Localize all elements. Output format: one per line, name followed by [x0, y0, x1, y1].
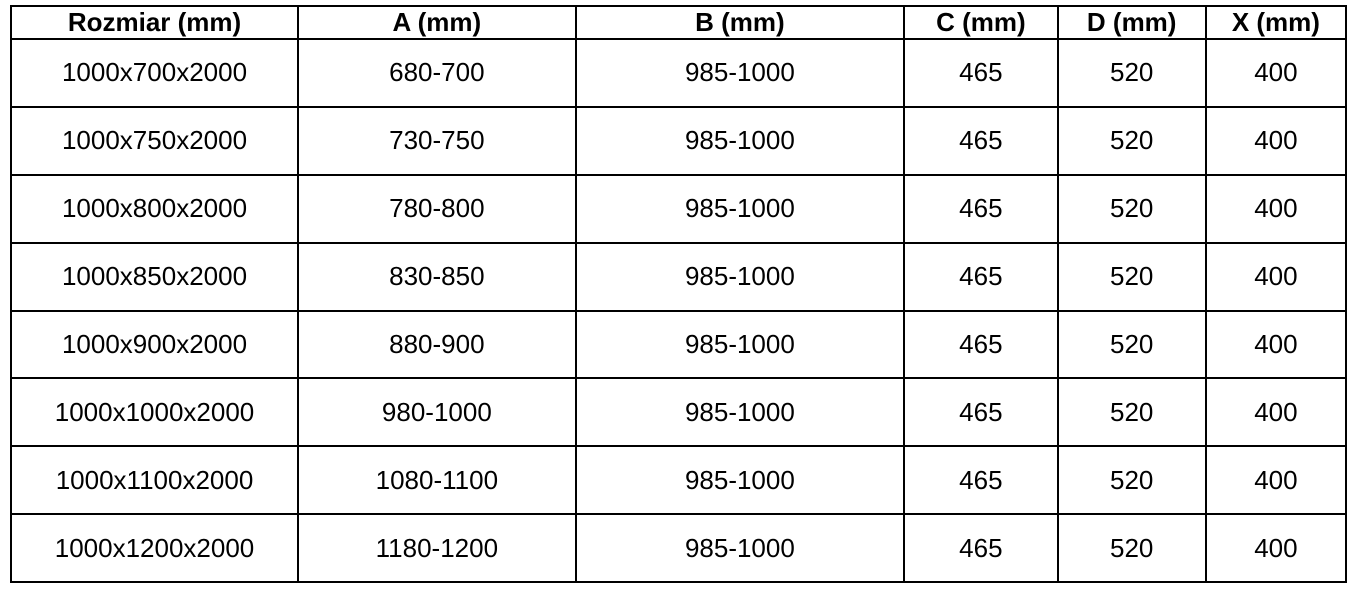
table-cell-b: 985-1000	[574, 445, 906, 516]
column-header-c: C (mm)	[903, 5, 1059, 40]
table-cell-rozmiar: 1000x1200x2000	[9, 513, 300, 583]
table-cell-b: 985-1000	[574, 173, 906, 244]
table-cell-x: 400	[1204, 377, 1348, 448]
table-cell-rozmiar: 1000x800x2000	[9, 173, 300, 244]
table-row: 1000x700x2000 680-700 985-1000 465 520 4…	[9, 38, 1348, 108]
table-row: 1000x850x2000 830-850 985-1000 465 520 4…	[9, 241, 1348, 312]
column-header-rozmiar: Rozmiar (mm)	[9, 5, 300, 40]
table-cell-c: 465	[903, 309, 1059, 380]
table-cell-x: 400	[1204, 241, 1348, 312]
column-header-d: D (mm)	[1056, 5, 1207, 40]
table-cell-a: 980-1000	[297, 377, 577, 448]
size-spec-table-container: Rozmiar (mm) A (mm) B (mm) C (mm) D (mm)…	[9, 5, 1348, 583]
table-cell-c: 465	[903, 173, 1059, 244]
table-cell-x: 400	[1204, 38, 1348, 108]
table-cell-d: 520	[1056, 173, 1207, 244]
table-cell-x: 400	[1204, 173, 1348, 244]
table-row: 1000x750x2000 730-750 985-1000 465 520 4…	[9, 105, 1348, 176]
table-cell-a: 730-750	[297, 105, 577, 176]
table-row: 1000x1200x2000 1180-1200 985-1000 465 52…	[9, 513, 1348, 583]
table-cell-c: 465	[903, 445, 1059, 516]
table-cell-d: 520	[1056, 309, 1207, 380]
table-cell-d: 520	[1056, 241, 1207, 312]
table-cell-x: 400	[1204, 105, 1348, 176]
table-cell-b: 985-1000	[574, 38, 906, 108]
table-cell-rozmiar: 1000x1100x2000	[9, 445, 300, 516]
table-cell-x: 400	[1204, 445, 1348, 516]
column-header-x: X (mm)	[1204, 5, 1348, 40]
table-cell-rozmiar: 1000x1000x2000	[9, 377, 300, 448]
column-header-b: B (mm)	[574, 5, 906, 40]
table-cell-rozmiar: 1000x900x2000	[9, 309, 300, 380]
table-cell-a: 1180-1200	[297, 513, 577, 583]
table-cell-b: 985-1000	[574, 309, 906, 380]
table-cell-d: 520	[1056, 105, 1207, 176]
table-cell-x: 400	[1204, 513, 1348, 583]
table-row: 1000x1000x2000 980-1000 985-1000 465 520…	[9, 377, 1348, 448]
table-cell-c: 465	[903, 38, 1059, 108]
table-cell-c: 465	[903, 377, 1059, 448]
table-cell-c: 465	[903, 105, 1059, 176]
column-header-a: A (mm)	[297, 5, 577, 40]
header-row: Rozmiar (mm) A (mm) B (mm) C (mm) D (mm)…	[9, 5, 1348, 40]
table-cell-c: 465	[903, 241, 1059, 312]
table-cell-b: 985-1000	[574, 241, 906, 312]
table-cell-b: 985-1000	[574, 105, 906, 176]
table-cell-rozmiar: 1000x850x2000	[9, 241, 300, 312]
table-row: 1000x900x2000 880-900 985-1000 465 520 4…	[9, 309, 1348, 380]
table-cell-x: 400	[1204, 309, 1348, 380]
table-cell-a: 830-850	[297, 241, 577, 312]
table-cell-rozmiar: 1000x750x2000	[9, 105, 300, 176]
table-cell-d: 520	[1056, 377, 1207, 448]
table-cell-d: 520	[1056, 38, 1207, 108]
table-cell-a: 780-800	[297, 173, 577, 244]
table-cell-rozmiar: 1000x700x2000	[9, 38, 300, 108]
table-cell-a: 1080-1100	[297, 445, 577, 516]
table-cell-d: 520	[1056, 513, 1207, 583]
table-cell-a: 880-900	[297, 309, 577, 380]
table-cell-a: 680-700	[297, 38, 577, 108]
table-row: 1000x800x2000 780-800 985-1000 465 520 4…	[9, 173, 1348, 244]
table-row: 1000x1100x2000 1080-1100 985-1000 465 52…	[9, 445, 1348, 516]
size-spec-table: Rozmiar (mm) A (mm) B (mm) C (mm) D (mm)…	[9, 5, 1348, 583]
table-cell-b: 985-1000	[574, 513, 906, 583]
table-cell-c: 465	[903, 513, 1059, 583]
table-cell-b: 985-1000	[574, 377, 906, 448]
table-cell-d: 520	[1056, 445, 1207, 516]
